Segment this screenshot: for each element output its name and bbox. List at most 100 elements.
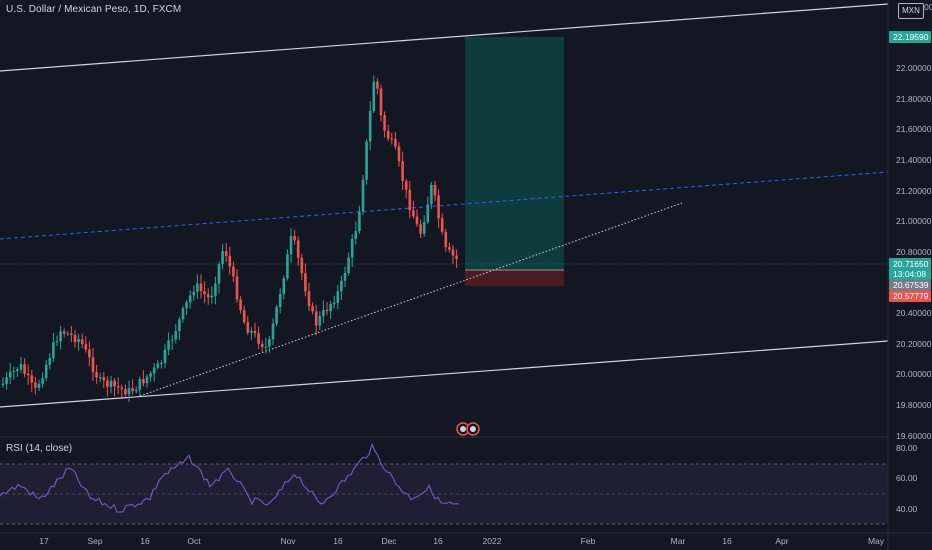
currency-badge[interactable]: MXN (898, 3, 924, 19)
candle-body (422, 221, 426, 234)
time-tick: 16 (722, 536, 732, 546)
candle-body (419, 224, 422, 234)
candle-body (307, 291, 311, 306)
time-tick: Apr (775, 536, 788, 546)
price-tick: 21.80000 (896, 94, 932, 104)
candle-body (322, 309, 325, 317)
stop-zone[interactable] (465, 270, 564, 286)
candle-body (48, 358, 52, 365)
time-tick: Dec (381, 536, 397, 546)
candle-body (52, 342, 55, 359)
candle-body (160, 363, 163, 365)
price-tick: 19.80000 (896, 400, 932, 410)
last-price-label: 20.71650 (893, 259, 929, 269)
candle-body (145, 376, 149, 384)
candle-body (433, 184, 437, 196)
candle-body (228, 255, 232, 267)
candle-body (1, 383, 5, 385)
candle-body (98, 377, 102, 379)
candle-body (332, 302, 336, 305)
candle-body (347, 257, 350, 273)
rsi-indicator-label[interactable]: RSI (14, close) (6, 443, 73, 454)
channel-lower-line[interactable] (0, 340, 889, 408)
candles (1, 75, 458, 403)
price-tick: 20.00000 (896, 369, 932, 379)
trend-line[interactable] (139, 202, 683, 397)
candle-body (34, 382, 37, 388)
price-tick: 20.80000 (896, 247, 932, 257)
candle-body (217, 264, 221, 284)
candle-body (394, 138, 397, 147)
candle-body (250, 330, 253, 333)
candle-body (181, 308, 185, 320)
rsi-tick: 40.00 (896, 504, 918, 514)
candle-body (271, 323, 275, 340)
price-labels: 22.19590 20.71650 13:04:08 20.67539 20.5… (889, 31, 931, 302)
target-zone[interactable] (465, 37, 564, 270)
candle-body (404, 180, 408, 190)
candle-body (300, 257, 304, 274)
candle-body (336, 291, 340, 303)
candle-body (264, 346, 268, 348)
candle-body (37, 383, 41, 388)
target-price-label: 22.19590 (893, 32, 929, 42)
candle-body (16, 369, 19, 371)
candle-body (196, 283, 199, 292)
candle-body (26, 373, 30, 376)
candle-body (23, 364, 26, 374)
candle-body (127, 388, 131, 395)
candle-body (365, 141, 368, 180)
candle-body (440, 218, 444, 232)
last-price-badge (889, 258, 931, 280)
candle-body (372, 81, 376, 111)
candle-body (156, 363, 160, 368)
candle-body (109, 380, 113, 387)
price-tick: 21.00000 (896, 216, 932, 226)
candle-body (253, 330, 257, 334)
candle-body (242, 310, 246, 323)
price-tick: 21.40000 (896, 155, 932, 165)
candle-body (304, 273, 307, 292)
candle-body (214, 283, 217, 296)
candle-body (390, 138, 394, 140)
price-tick: 19.60000 (896, 431, 932, 441)
rsi-line (0, 442, 460, 513)
time-tick: 2022 (483, 536, 502, 546)
time-tick: Oct (187, 536, 201, 546)
symbol-title[interactable]: U.S. Dollar / Mexican Peso, 1D, FXCM (6, 4, 182, 15)
time-tick: 16 (433, 536, 443, 546)
candle-body (185, 302, 188, 309)
candle-body (444, 231, 448, 248)
candle-body (235, 276, 239, 300)
candle-body (383, 115, 386, 131)
candle-body (102, 377, 106, 381)
candle-body (88, 349, 91, 358)
time-tick: 17 (39, 536, 49, 546)
candle-body (221, 251, 224, 265)
candle-body (286, 254, 289, 279)
time-tick: May (868, 536, 885, 546)
entry-price-label: 20.67539 (893, 280, 929, 290)
candle-body (379, 88, 383, 116)
candle-body (149, 373, 152, 377)
channel-upper-line[interactable] (0, 3, 889, 72)
candle-body (350, 238, 354, 258)
candle-body (134, 389, 138, 392)
time-axis[interactable]: 17 Sep 16 Oct Nov 16 Dec 16 2022 Feb Mar… (39, 536, 885, 546)
channel-mid-line[interactable] (0, 171, 889, 240)
time-tick: Mar (671, 536, 686, 546)
candle-body (239, 299, 242, 311)
candle-body (408, 189, 412, 211)
event-marker-group[interactable] (456, 422, 480, 436)
candle-body (70, 333, 73, 335)
candle-body (167, 340, 170, 350)
candle-body (275, 307, 278, 324)
candle-body (178, 319, 181, 332)
time-tick: 16 (333, 536, 343, 546)
entry-price-badge (889, 280, 931, 291)
candle-body (55, 341, 59, 343)
candle-body (95, 371, 98, 378)
candle-body (41, 378, 44, 384)
price-tick: 22.00000 (896, 63, 932, 73)
